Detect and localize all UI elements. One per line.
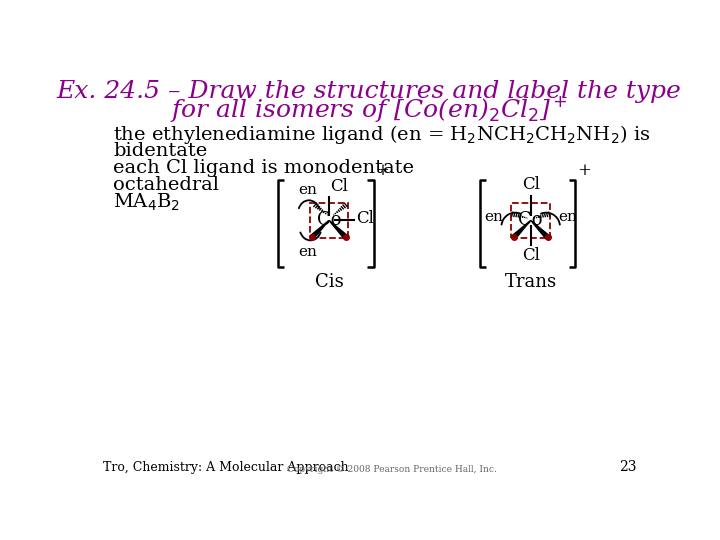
Text: Trans: Trans (505, 273, 557, 291)
Text: Ex. 24.5 – Draw the structures and label the type: Ex. 24.5 – Draw the structures and label… (57, 80, 681, 103)
Text: Tro, Chemistry: A Molecular Approach: Tro, Chemistry: A Molecular Approach (104, 462, 349, 475)
Text: en: en (484, 210, 503, 224)
Polygon shape (531, 220, 549, 239)
Text: Cl: Cl (522, 247, 539, 264)
Text: MA$_4$B$_2$: MA$_4$B$_2$ (113, 191, 181, 213)
Bar (511, 202, 550, 238)
Text: en: en (298, 183, 317, 197)
Text: the ethylenediamine ligand (en = H$_2$NCH$_2$CH$_2$NH$_2$) is: the ethylenediamine ligand (en = H$_2$NC… (113, 123, 651, 146)
Text: bidentate: bidentate (113, 142, 207, 160)
Text: Cis: Cis (315, 273, 343, 291)
Bar (310, 202, 348, 238)
Text: +: + (375, 162, 389, 179)
Text: Co: Co (317, 211, 341, 230)
Text: each Cl ligand is monodentate: each Cl ligand is monodentate (113, 159, 415, 177)
Text: en: en (298, 245, 317, 259)
Text: octahedral: octahedral (113, 176, 220, 194)
Text: Cl: Cl (330, 178, 348, 195)
Text: for all isomers of [Co(en)$_2$Cl$_2$]$^+$: for all isomers of [Co(en)$_2$Cl$_2$]$^+… (170, 94, 568, 124)
Text: Copyright © 2008 Pearson Prentice Hall, Inc.: Copyright © 2008 Pearson Prentice Hall, … (287, 465, 497, 475)
Text: +: + (577, 162, 591, 179)
Text: Cl: Cl (522, 177, 539, 193)
Polygon shape (310, 220, 329, 239)
Text: Cl: Cl (356, 210, 374, 227)
Text: 23: 23 (619, 461, 637, 475)
Text: en: en (559, 210, 577, 224)
Text: Co: Co (518, 211, 543, 230)
Polygon shape (512, 220, 531, 239)
Polygon shape (329, 220, 348, 239)
